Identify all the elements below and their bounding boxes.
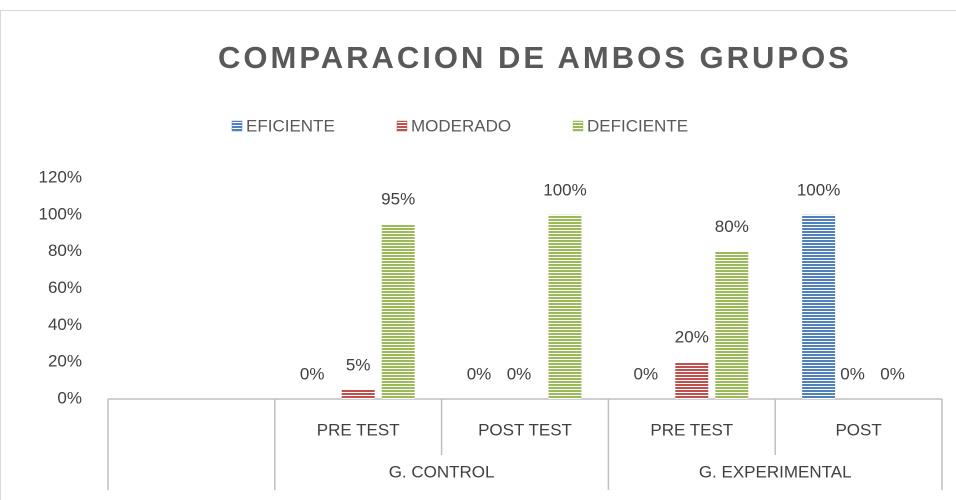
data-label: 20% — [675, 328, 709, 347]
bar — [341, 389, 375, 399]
legend-label: DEFICIENTE — [587, 116, 688, 135]
x-tick-label: PRE TEST — [317, 420, 400, 439]
bar — [715, 251, 749, 399]
y-tick-label: 120% — [39, 167, 82, 186]
chart-frame — [0, 10, 956, 500]
y-tick-label: 20% — [48, 352, 82, 371]
data-label: 100% — [543, 180, 586, 199]
y-tick-label: 80% — [48, 241, 82, 260]
legend-swatch — [231, 120, 243, 132]
data-label: 0% — [507, 364, 532, 383]
y-tick-label: 0% — [57, 388, 82, 407]
data-label: 0% — [300, 364, 325, 383]
bar — [381, 224, 415, 399]
data-label: 0% — [880, 364, 905, 383]
y-tick-label: 100% — [39, 204, 82, 223]
data-label: 0% — [467, 364, 492, 383]
group-label: G. EXPERIMENTAL — [699, 462, 852, 481]
bar — [548, 214, 582, 399]
x-tick-label: POST TEST — [478, 420, 572, 439]
data-label: 0% — [840, 364, 865, 383]
data-label: 95% — [381, 190, 415, 209]
legend-label: EFICIENTE — [246, 116, 335, 135]
x-tick-label: POST — [835, 420, 881, 439]
data-label: 0% — [634, 364, 659, 383]
group-label: G. CONTROL — [389, 462, 495, 481]
y-tick-label: 60% — [48, 278, 82, 297]
data-label: 5% — [346, 355, 371, 374]
legend-swatch — [572, 120, 584, 132]
legend-label: MODERADO — [411, 116, 511, 135]
bar — [675, 362, 709, 399]
bar — [802, 214, 836, 399]
legend-swatch — [396, 120, 408, 132]
chart-title: COMPARACION DE AMBOS GRUPOS — [218, 40, 852, 75]
data-label: 80% — [715, 217, 749, 236]
x-tick-label: PRE TEST — [650, 420, 733, 439]
data-label: 100% — [797, 180, 840, 199]
y-tick-label: 40% — [48, 315, 82, 334]
